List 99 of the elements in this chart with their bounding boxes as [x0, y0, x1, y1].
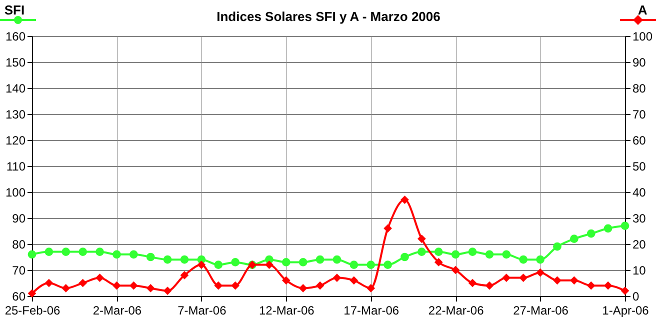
point [485, 281, 494, 290]
point [418, 248, 426, 256]
point [214, 281, 223, 290]
point [298, 284, 308, 292]
y2-tick-label: 0 [632, 290, 640, 304]
point [451, 266, 460, 274]
chart-title: Indices Solares SFI y A - Marzo 2006 [216, 9, 440, 24]
point [553, 276, 562, 285]
point [536, 255, 544, 264]
point [282, 258, 290, 266]
point [604, 281, 612, 290]
y-tick-label: 140 [5, 82, 26, 96]
y2-tick-label: 10 [632, 264, 646, 278]
y-tick-label: 90 [12, 212, 26, 226]
y-tick-label: 130 [5, 108, 26, 122]
point [231, 258, 240, 266]
point [62, 284, 70, 292]
point [468, 278, 477, 288]
x-tick-label: 27-Mar-06 [513, 304, 569, 318]
y-tick-label: 110 [6, 160, 26, 174]
y-tick-label: 60 [12, 290, 26, 304]
y-tick-label: 150 [5, 56, 26, 70]
point [214, 260, 223, 269]
y2-tick-label: 20 [632, 238, 646, 252]
point [519, 255, 528, 264]
point [112, 250, 121, 259]
point [502, 274, 511, 282]
point [129, 281, 138, 290]
y2-tick-label: 80 [632, 82, 646, 96]
x-tick-label: 7-Mar-06 [178, 304, 227, 318]
point [265, 260, 274, 269]
point [366, 284, 376, 292]
point [418, 234, 426, 243]
point [570, 234, 578, 243]
point [586, 229, 596, 238]
y2-tick-label: 70 [632, 108, 646, 122]
y-tick-label: 120 [5, 134, 26, 148]
point [197, 260, 206, 269]
point [78, 278, 88, 288]
point [620, 222, 630, 230]
point [400, 252, 409, 262]
point [400, 196, 409, 204]
y-tick-label: 70 [12, 264, 26, 278]
point [485, 250, 494, 259]
point [129, 250, 138, 259]
y-tick-label: 80 [12, 238, 26, 252]
point [332, 255, 342, 264]
x-tick-label: 1-Apr-06 [602, 304, 650, 318]
point [384, 260, 392, 269]
point [146, 284, 155, 292]
point [163, 255, 172, 264]
y2-axis-title: A [638, 2, 648, 18]
y-axis-title: SFI [4, 2, 25, 18]
point [44, 278, 54, 288]
y-tick-label: 160 [5, 30, 26, 44]
point [332, 274, 342, 282]
point [434, 258, 443, 266]
x-tick-label: 25-Feb-06 [4, 304, 61, 318]
y2-tick-label: 90 [632, 56, 646, 70]
point [536, 268, 544, 277]
x-tick-label: 2-Mar-06 [92, 304, 142, 318]
point [180, 271, 189, 280]
point [316, 255, 324, 264]
point [231, 281, 240, 290]
point [586, 281, 596, 290]
point [112, 281, 121, 290]
point [350, 260, 358, 269]
point [451, 250, 460, 259]
point [78, 248, 88, 256]
point [502, 250, 511, 259]
point [384, 224, 392, 233]
point [604, 224, 612, 233]
point [96, 274, 104, 282]
point [316, 281, 324, 290]
point [298, 258, 308, 266]
y2-tick-label: 60 [632, 134, 646, 148]
y2-tick-label: 30 [632, 212, 646, 226]
point [163, 286, 172, 295]
point [570, 276, 578, 285]
x-tick-label: 17-Mar-06 [344, 304, 400, 318]
point [282, 276, 290, 285]
point [62, 248, 70, 256]
point [468, 248, 477, 256]
point [434, 248, 443, 256]
point [28, 250, 36, 259]
point [180, 255, 189, 264]
point [519, 274, 528, 282]
point [553, 242, 562, 251]
point [96, 248, 104, 256]
point [366, 260, 376, 269]
point [350, 276, 358, 285]
y2-tick-label: 50 [632, 160, 646, 174]
x-tick-label: 22-Mar-06 [428, 304, 484, 318]
point [44, 248, 54, 256]
y2-tick-label: 40 [632, 186, 646, 200]
y2-tick-label: 100 [632, 30, 653, 44]
y-tick-label: 100 [5, 186, 26, 200]
point [146, 252, 155, 262]
x-tick-label: 12-Mar-06 [258, 304, 315, 318]
